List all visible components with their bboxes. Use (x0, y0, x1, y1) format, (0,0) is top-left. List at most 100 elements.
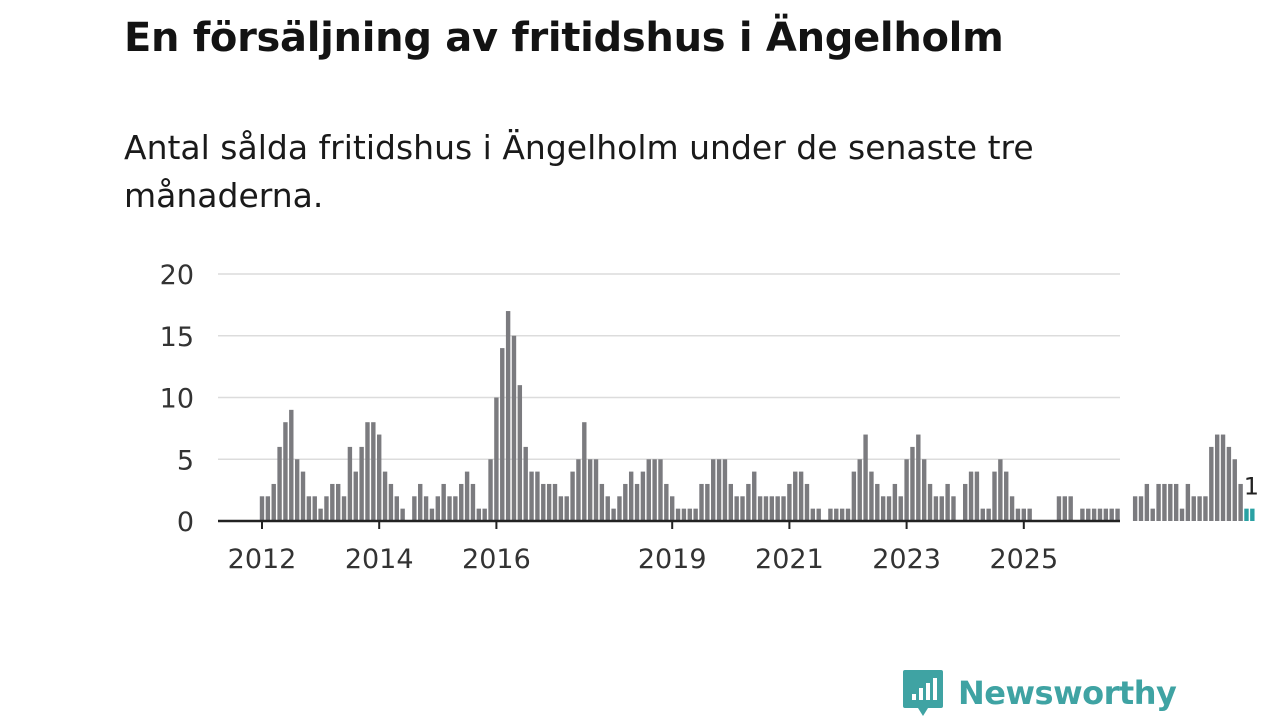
bar (289, 409, 294, 521)
bar (675, 508, 681, 521)
bar (664, 483, 669, 521)
bar (963, 483, 968, 521)
x-tick-label: 2025 (989, 544, 1058, 575)
bar (640, 471, 646, 521)
bar (418, 483, 423, 521)
bar (652, 459, 657, 521)
bar (681, 508, 687, 521)
bar (757, 496, 763, 521)
brand-name: Newsworthy (958, 674, 1177, 712)
bar (1056, 496, 1062, 521)
gridlines (218, 273, 1120, 460)
labels: 0 5 10 15 20 2012 2014 2016 2019 2021 2023 2025 1 (160, 260, 1259, 575)
newsworthy-logo: Newsworthy (902, 668, 1177, 718)
bar (816, 508, 821, 521)
bar (892, 483, 898, 521)
bar (330, 483, 335, 521)
last-value-label: 1 (1244, 473, 1259, 501)
bar (335, 483, 341, 521)
bar (880, 496, 886, 521)
bar (318, 508, 323, 521)
bar (271, 483, 276, 521)
bar (974, 471, 980, 521)
bar (1097, 508, 1103, 521)
bar (283, 422, 288, 521)
bar (980, 508, 985, 521)
bar (1021, 508, 1026, 521)
bar (1250, 508, 1255, 521)
bar (1156, 483, 1161, 521)
bar (1238, 483, 1243, 521)
bar (599, 483, 605, 521)
bar (787, 483, 792, 521)
bar (523, 446, 528, 521)
bar (277, 446, 282, 521)
bar (371, 422, 376, 521)
y-tick-label: 0 (177, 507, 194, 538)
bar (435, 496, 440, 521)
bar (488, 459, 493, 521)
x-tick-label: 2016 (462, 544, 531, 575)
bar (582, 422, 587, 521)
bar (382, 471, 388, 521)
bar (1091, 508, 1097, 521)
bar (839, 508, 845, 521)
bar (734, 496, 739, 521)
bar (705, 483, 710, 521)
x-tick-label: 2023 (872, 544, 941, 575)
bar (400, 508, 405, 521)
bar (945, 483, 950, 521)
bar (500, 348, 505, 521)
bar (447, 496, 452, 521)
bar (459, 483, 464, 521)
bar (377, 434, 382, 521)
bar (752, 471, 757, 521)
bar (810, 508, 816, 521)
x-tick-label: 2012 (228, 544, 297, 575)
bar (1080, 508, 1085, 521)
bar (541, 483, 546, 521)
bar (857, 459, 862, 521)
bar (623, 483, 628, 521)
bar (1009, 496, 1015, 521)
bar (1086, 508, 1091, 521)
bar (769, 496, 775, 521)
bar (1185, 483, 1191, 521)
bar (341, 496, 347, 521)
bar (365, 422, 370, 521)
bar (441, 483, 446, 521)
bar (845, 508, 851, 521)
bar (992, 471, 997, 521)
bar (998, 459, 1003, 521)
bar (699, 483, 704, 521)
bar (558, 496, 564, 521)
bar (834, 508, 839, 521)
axes (218, 519, 1120, 529)
bar (1244, 508, 1249, 521)
bar (306, 496, 312, 521)
bar (259, 496, 265, 521)
bar-series (259, 311, 1255, 521)
y-tick-label: 20 (160, 260, 194, 291)
bar (1068, 496, 1073, 521)
bar (927, 483, 933, 521)
bar (904, 459, 909, 521)
bar (793, 471, 798, 521)
bar (529, 471, 534, 521)
bar (763, 496, 769, 521)
bar (628, 471, 634, 521)
bar (687, 508, 692, 521)
bar (464, 471, 470, 521)
chart-title: En försäljning av fritidshus i Ängelholm (124, 15, 1004, 61)
bar (470, 483, 476, 521)
bar (933, 496, 939, 521)
bar (388, 483, 394, 521)
bar (423, 496, 429, 521)
bar (1162, 483, 1167, 521)
bar (968, 471, 974, 521)
bar (728, 483, 733, 521)
bar (863, 434, 868, 521)
bar (921, 459, 927, 521)
bar (1226, 446, 1232, 521)
